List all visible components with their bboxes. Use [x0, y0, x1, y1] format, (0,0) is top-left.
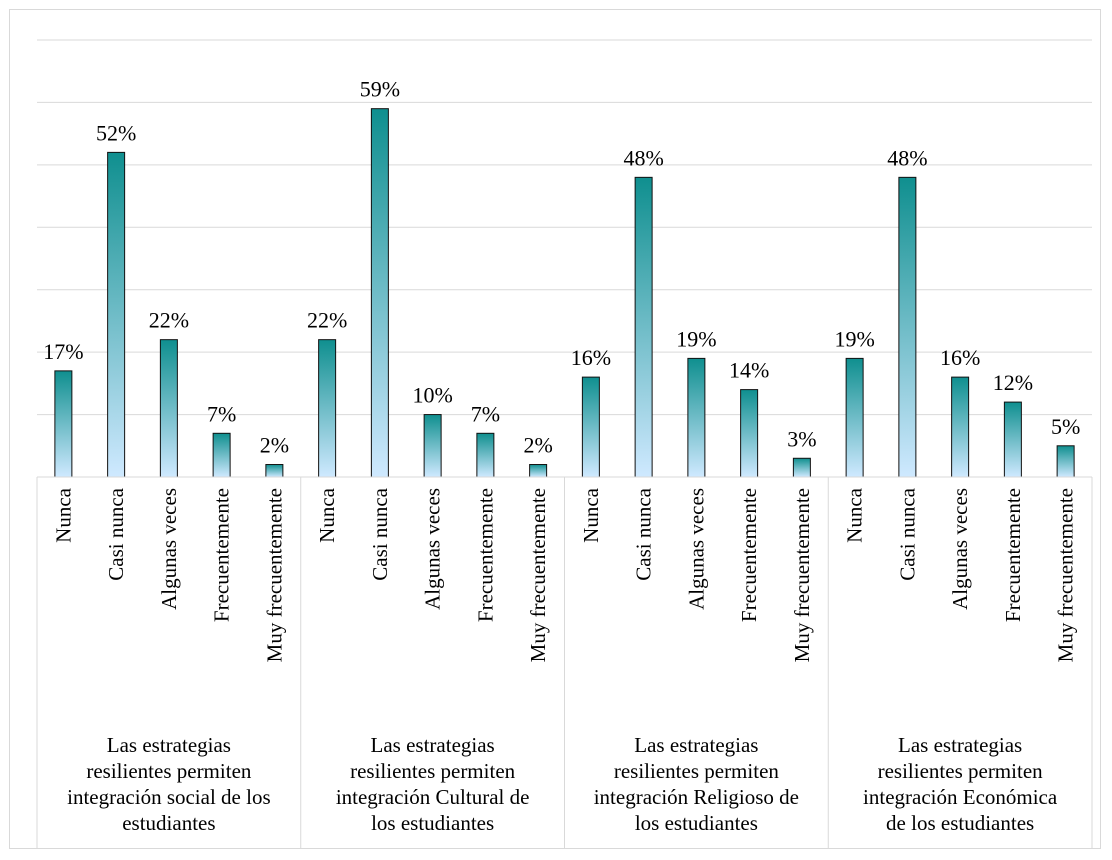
group-label: estudiantes: [122, 811, 215, 835]
data-label: 22%: [149, 308, 189, 333]
bar: [687, 357, 706, 478]
data-label: 16%: [940, 345, 980, 370]
chart-frame: [9, 9, 1101, 849]
bar: [845, 357, 864, 478]
bar: [740, 389, 759, 478]
group-label: resilientes permiten: [86, 759, 252, 783]
category-tick-label: Muy frecuentemente: [1054, 488, 1078, 662]
category-tick-label: Frecuentemente: [737, 488, 761, 622]
group-label: Las estrategias: [371, 733, 495, 757]
group-label: integración Cultural de: [336, 785, 530, 809]
category-tick-label: Muy frecuentemente: [526, 488, 550, 662]
data-label: 5%: [1051, 414, 1080, 439]
group-label: integración social de los: [67, 785, 271, 809]
data-label: 19%: [834, 326, 874, 351]
group-label: de los estudiantes: [886, 811, 1034, 835]
category-tick-label: Muy frecuentemente: [262, 488, 286, 662]
category-tick-label: Algunas veces: [948, 488, 972, 610]
data-label: 2%: [260, 433, 289, 458]
bar: [107, 151, 126, 478]
bar: [318, 339, 337, 478]
group-label: los estudiantes: [635, 811, 758, 835]
category-tick-label: Frecuentemente: [1001, 488, 1025, 622]
bars: [54, 108, 1075, 478]
x-axis: Nunca Casi nunca Algunas veces Frecuentemen…: [36, 476, 1093, 848]
data-label: 16%: [571, 345, 611, 370]
data-label: 52%: [96, 120, 136, 145]
group-label: los estudiantes: [371, 811, 494, 835]
data-label: 17%: [43, 339, 83, 364]
category-tick-label: Frecuentemente: [473, 488, 497, 622]
bar: [634, 176, 653, 478]
data-label: 7%: [207, 401, 236, 426]
category-tick-label: Muy frecuentemente: [790, 488, 814, 662]
group-label: Las estrategias: [107, 733, 231, 757]
bar: [423, 414, 442, 478]
category-tick-label: Frecuentemente: [210, 488, 234, 622]
data-labels: 17% 52% 22% 7% 2% 22% 59% 10% 7% 2% 16% 48% 19% 14% 3%…: [43, 77, 1080, 458]
category-tick-label: Casi nunca: [895, 487, 919, 580]
bar: [476, 432, 495, 478]
bar: [54, 370, 73, 478]
data-label: 14%: [729, 358, 769, 383]
bar: [792, 457, 811, 478]
group-label: resilientes permiten: [614, 759, 780, 783]
category-tick-label: Algunas veces: [157, 488, 181, 610]
bar: [951, 376, 970, 478]
gridlines: [37, 39, 1092, 416]
bar: [370, 108, 389, 478]
category-tick-label: Casi nunca: [632, 487, 656, 580]
data-label: 2%: [523, 433, 552, 458]
bar: [212, 432, 231, 478]
data-label: 59%: [360, 77, 400, 102]
category-tick-label: Nunca: [843, 487, 867, 542]
data-label: 19%: [676, 326, 716, 351]
group-label: integración Económica: [863, 785, 1058, 809]
data-label: 48%: [623, 145, 663, 170]
data-label: 7%: [471, 401, 500, 426]
group-label: integración Religioso de: [594, 785, 799, 809]
category-tick-label: Algunas veces: [684, 488, 708, 610]
bar: [1056, 445, 1075, 478]
bar: [265, 464, 284, 478]
data-label: 48%: [887, 145, 927, 170]
group-label: resilientes permiten: [350, 759, 516, 783]
category-tick-label: Algunas veces: [421, 488, 445, 610]
bar: [529, 464, 548, 478]
category-tick-label: Nunca: [315, 487, 339, 542]
data-label: 12%: [993, 370, 1033, 395]
group-label: resilientes permiten: [878, 759, 1044, 783]
category-tick-label: Casi nunca: [368, 487, 392, 580]
category-tick-label: Nunca: [579, 487, 603, 542]
group-label: Las estrategias: [898, 733, 1022, 757]
bar: [898, 176, 917, 478]
bar: [581, 376, 600, 478]
bar: [159, 339, 178, 478]
group-label: Las estrategias: [634, 733, 758, 757]
data-label: 22%: [307, 308, 347, 333]
category-tick-label: Nunca: [51, 487, 75, 542]
data-label: 3%: [787, 426, 816, 451]
category-tick-label: Casi nunca: [104, 487, 128, 580]
data-label: 10%: [412, 383, 452, 408]
bar: [1003, 401, 1022, 478]
